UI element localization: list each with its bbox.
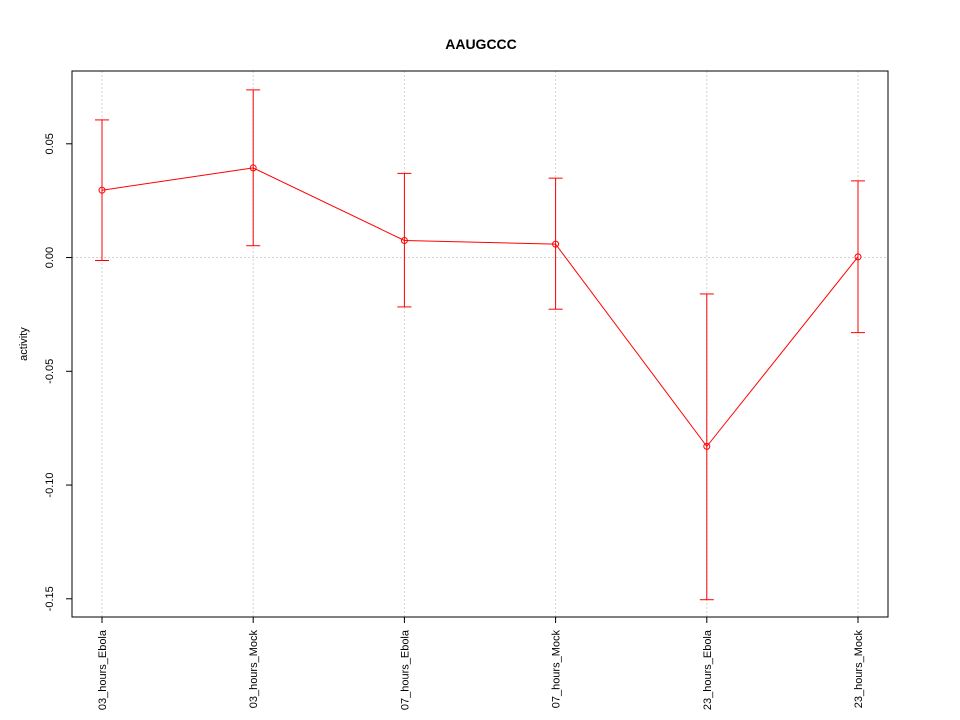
chart-title: AAUGCCC bbox=[445, 36, 517, 52]
y-axis-label: activity bbox=[18, 327, 30, 361]
series-line-segment bbox=[252, 167, 405, 241]
series-line-segment bbox=[706, 256, 859, 447]
x-tick-label: 03_hours_Mock bbox=[248, 630, 260, 709]
data-point bbox=[703, 442, 711, 450]
x-tick-label: 03_hours_Ebola bbox=[97, 629, 109, 710]
series-line-segment bbox=[404, 239, 556, 245]
series-line-segment bbox=[555, 243, 708, 447]
series-activity bbox=[95, 89, 865, 601]
data-point bbox=[98, 186, 106, 194]
x-tick-label: 23_hours_Mock bbox=[853, 630, 865, 709]
y-tick-label: 0.00 bbox=[44, 247, 56, 268]
data-point bbox=[249, 164, 257, 172]
x-tick-label: 07_hours_Ebola bbox=[399, 629, 411, 710]
plot-frame bbox=[71, 70, 889, 618]
y-axis: -0.15 -0.10 -0.05 0.00 0.05 bbox=[44, 133, 72, 611]
data-point bbox=[854, 253, 862, 261]
data-point bbox=[552, 240, 560, 248]
y-tick-label: -0.05 bbox=[44, 359, 56, 384]
x-tick-label: 23_hours_Ebola bbox=[702, 629, 714, 710]
y-tick-label: 0.05 bbox=[44, 133, 56, 154]
y-tick-label: -0.15 bbox=[44, 586, 56, 611]
x-axis: 03_hours_Ebola 03_hours_Mock 07_hours_Ebol… bbox=[97, 617, 865, 710]
x-tick-label: 07_hours_Mock bbox=[551, 630, 563, 709]
y-tick-label: -0.10 bbox=[44, 473, 56, 498]
grid bbox=[72, 71, 888, 617]
data-point bbox=[400, 236, 408, 244]
series-line-segment bbox=[101, 167, 254, 191]
